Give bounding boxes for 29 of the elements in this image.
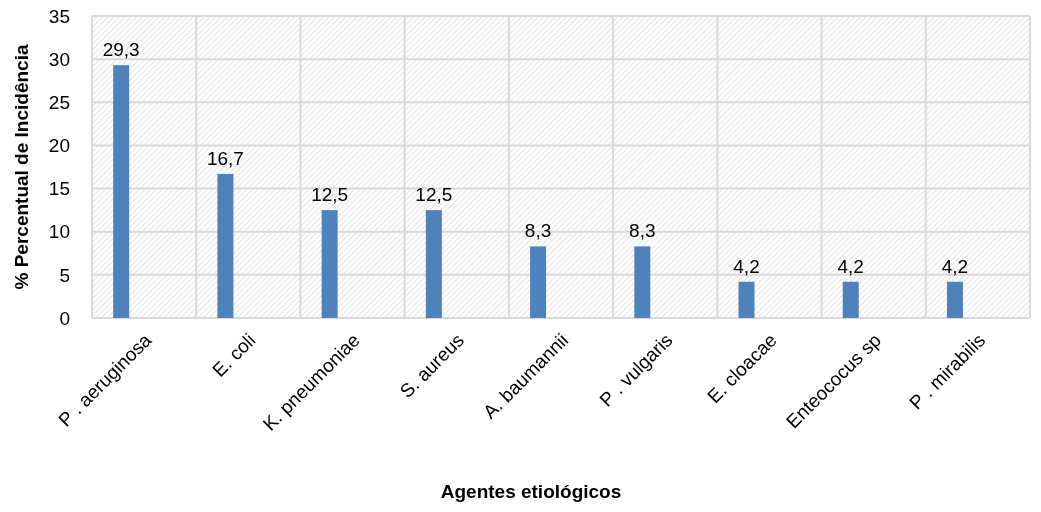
bar (425, 210, 442, 318)
y-tick-label: 35 (48, 5, 70, 27)
y-tick-label: 20 (48, 135, 70, 157)
bar (946, 281, 963, 318)
x-axis-title: Agentes etiológicos (440, 481, 622, 502)
data-label: 8,3 (524, 220, 552, 242)
bar (842, 281, 859, 318)
y-tick-label: 0 (59, 307, 70, 329)
y-tick-label: 25 (48, 91, 70, 113)
bar (738, 281, 755, 318)
data-label: 4,2 (837, 255, 864, 277)
bar (530, 246, 547, 318)
bar (634, 246, 651, 318)
bar (217, 173, 234, 318)
y-tick-label: 15 (48, 178, 70, 200)
data-label: 12,5 (415, 184, 453, 206)
data-label: 12,5 (311, 184, 349, 206)
y-axis-title: % Percentual de Incidência (11, 44, 32, 290)
y-tick-label: 10 (48, 221, 70, 243)
data-label: 8,3 (629, 220, 656, 242)
data-label: 16,7 (206, 147, 244, 169)
data-label: 4,2 (733, 255, 760, 277)
x-tick-label: E. coli (208, 329, 260, 381)
bar (113, 65, 130, 318)
data-label: 4,2 (941, 255, 969, 277)
y-tick-label: 30 (48, 48, 70, 70)
y-tick-label: 5 (59, 264, 70, 286)
data-label: 29,3 (102, 39, 140, 61)
bar (321, 210, 338, 318)
